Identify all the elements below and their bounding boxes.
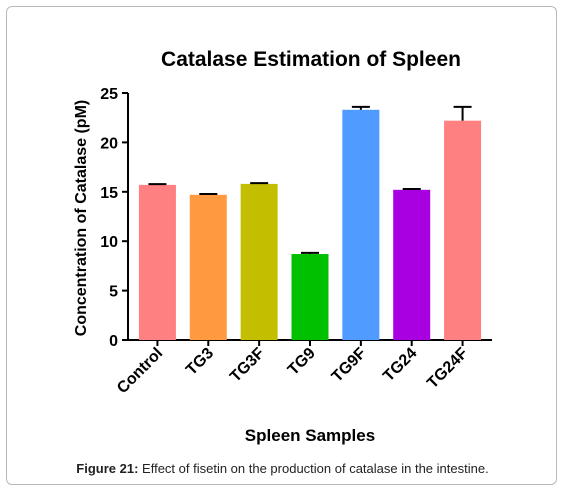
- x-axis-label: Spleen Samples: [245, 426, 375, 445]
- x-tick-label: TG24F: [424, 345, 471, 392]
- y-tick-label: 10: [100, 234, 118, 251]
- y-tick-label: 15: [100, 185, 118, 202]
- bar: [189, 194, 227, 340]
- chart-title: Catalase Estimation of Spleen: [161, 48, 461, 71]
- bar: [138, 184, 176, 340]
- x-tick-label: TG9: [285, 345, 319, 379]
- y-tick-label: 25: [100, 86, 118, 103]
- caption-label: Figure 21:: [76, 461, 139, 476]
- bar: [393, 189, 431, 340]
- y-tick-label: 0: [109, 333, 118, 350]
- y-tick-label: 5: [109, 284, 118, 301]
- figure-caption: Figure 21: Effect of fisetin on the prod…: [0, 461, 565, 476]
- bar: [240, 183, 278, 340]
- bar: [291, 254, 329, 340]
- caption-text: Effect of fisetin on the production of c…: [138, 461, 489, 476]
- x-tick-label: TG3: [183, 345, 217, 379]
- x-tick-label: TG9F: [329, 345, 370, 386]
- bar: [342, 109, 380, 341]
- y-axis-label: Concentration of Catalase (pM): [73, 100, 90, 336]
- x-tick-label: TG3F: [227, 345, 268, 386]
- bar: [444, 120, 482, 340]
- y-tick-label: 20: [100, 135, 118, 152]
- x-tick-label: Control: [114, 345, 166, 397]
- plot-area: 0 5 10 15 20 25 Control TG3 TG3F TG9 TG9F TG24 TG24F: [100, 86, 492, 397]
- x-tick-label: TG24: [380, 345, 420, 385]
